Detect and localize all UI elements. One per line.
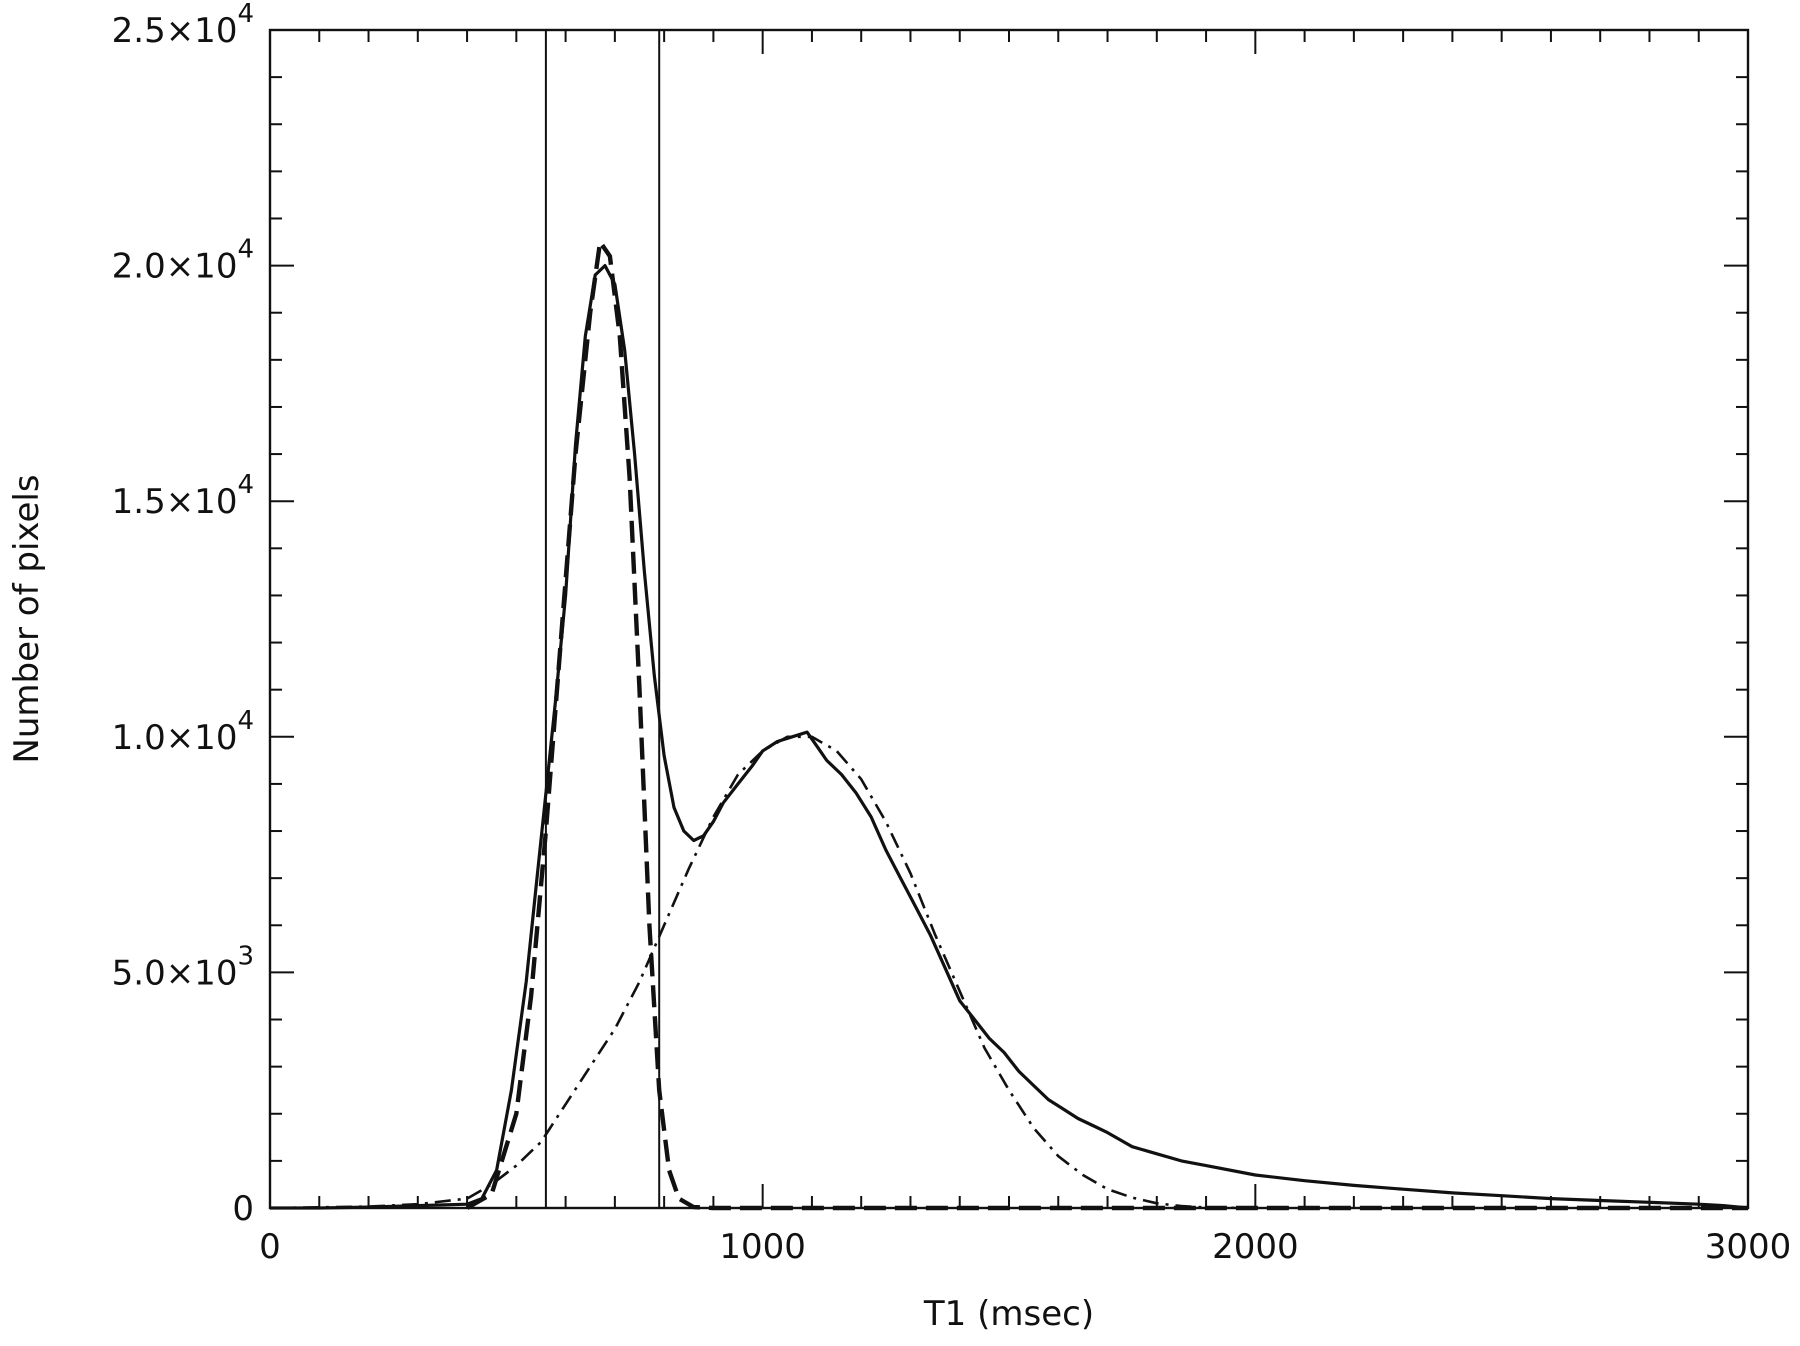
series-dash-dot-line — [269, 735, 1256, 1210]
y-tick-mantissa: 0 — [232, 1189, 254, 1229]
x-tick-label: 3000 — [1705, 1227, 1792, 1267]
y-tick-mantissa: 2.0×10 — [112, 247, 238, 287]
y-tick-label: 0 — [232, 1189, 254, 1229]
y-tick-label: 2.0×104 — [112, 235, 254, 287]
axis-ticks — [269, 29, 1749, 1209]
y-tick-exponent: 4 — [237, 706, 254, 736]
y-axis-title: Number of pixels — [7, 474, 47, 763]
x-tick-label: 2000 — [1212, 1227, 1299, 1267]
y-tick-exponent: 3 — [237, 941, 254, 971]
y-tick-mantissa: 5.0×10 — [112, 953, 238, 993]
y-tick-mantissa: 2.5×10 — [112, 11, 238, 51]
y-tick-exponent: 4 — [237, 470, 254, 500]
x-tick-label: 1000 — [719, 1227, 806, 1267]
x-tick-label: 0 — [259, 1227, 281, 1267]
x-axis-title: T1 (msec) — [923, 1294, 1094, 1334]
marker-lines — [544, 30, 661, 1208]
plot-frame — [268, 28, 1750, 1210]
series-dashed-line — [466, 236, 1748, 1211]
y-tick-label: 5.0×103 — [112, 941, 254, 993]
y-tick-label: 2.5×104 — [112, 0, 254, 51]
data-series — [269, 236, 1749, 1211]
y-tick-mantissa: 1.5×10 — [112, 482, 238, 522]
x-tick-labels: 0 1000 2000 3000 — [259, 1227, 1791, 1267]
y-tick-label: 1.5×104 — [112, 470, 254, 522]
y-tick-exponent: 4 — [237, 0, 254, 29]
y-tick-exponent: 4 — [237, 235, 254, 265]
y-tick-label: 1.0×104 — [112, 706, 254, 758]
series-solid-line — [270, 264, 1749, 1210]
y-tick-mantissa: 1.0×10 — [112, 718, 238, 758]
